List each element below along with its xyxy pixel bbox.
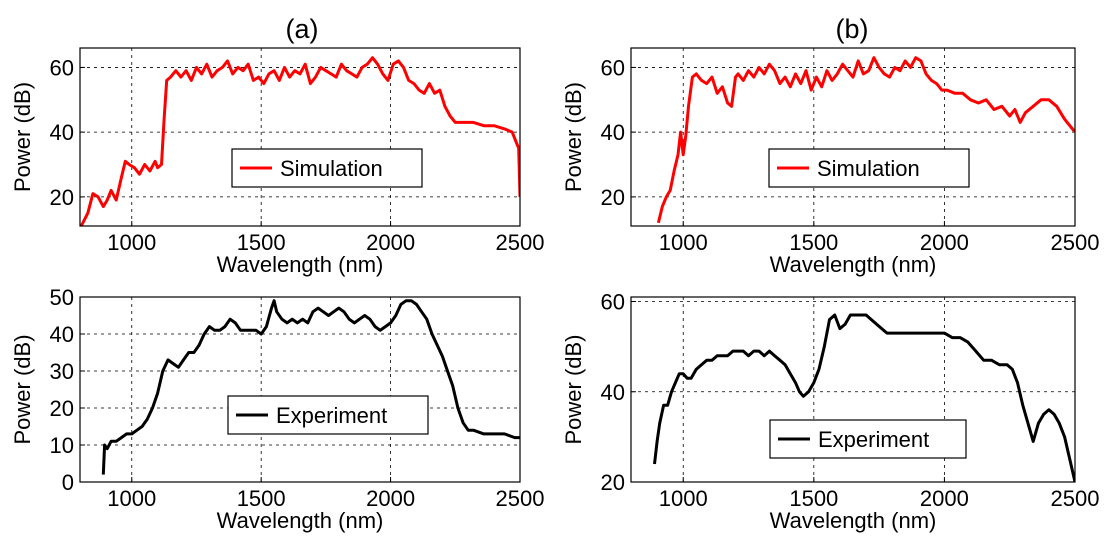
x-tick-label: 2000 bbox=[920, 230, 969, 255]
x-tick-label: 2500 bbox=[1051, 486, 1100, 511]
panel-b-title: (b) bbox=[836, 14, 869, 44]
panel-a-title: (a) bbox=[286, 14, 319, 44]
series-line-simulation bbox=[656, 56, 1075, 224]
plot-frame bbox=[79, 296, 521, 483]
x-tick-label: 2000 bbox=[920, 486, 969, 511]
x-tick-label: 1000 bbox=[107, 486, 156, 511]
legend-label: Simulation bbox=[817, 156, 920, 181]
x-tick-label: 2500 bbox=[496, 486, 545, 511]
legend: Simulation bbox=[231, 148, 423, 188]
y-tick-label: 40 bbox=[50, 322, 74, 347]
legend-box bbox=[769, 419, 967, 459]
x-tick-label: 2500 bbox=[496, 230, 545, 255]
x-tick-label: 1500 bbox=[237, 230, 286, 255]
y-tick-label: 20 bbox=[601, 185, 625, 210]
plot-frame bbox=[630, 296, 1076, 483]
legend-label: Experiment bbox=[276, 403, 387, 428]
y-tick-label: 20 bbox=[50, 396, 74, 421]
legend: Experiment bbox=[769, 419, 967, 459]
legend-label: Simulation bbox=[280, 156, 383, 181]
y-axis-label: Power (dB) bbox=[561, 334, 586, 444]
panel-4: 1000 1500 2000 2500 20 40 60 Wavelength (nm) Pow… bbox=[561, 290, 1099, 533]
y-tick-label: 0 bbox=[62, 470, 74, 495]
y-tick-label: 10 bbox=[50, 433, 74, 458]
panel-1: 1000 1500 2000 2500 20 40 60 Wavelength (nm) Pow… bbox=[10, 47, 545, 277]
y-tick-label: 40 bbox=[601, 380, 625, 405]
x-axis-label: Wavelength (nm) bbox=[217, 252, 384, 277]
y-tick-label: 40 bbox=[50, 120, 74, 145]
x-axis-label: Wavelength (nm) bbox=[770, 508, 937, 533]
y-tick-label: 40 bbox=[601, 120, 625, 145]
x-axis-label: Wavelength (nm) bbox=[770, 252, 937, 277]
x-axis-label: Wavelength (nm) bbox=[217, 508, 384, 533]
y-tick-label: 50 bbox=[50, 285, 74, 310]
x-tick-label: 1500 bbox=[789, 486, 838, 511]
legend: Simulation bbox=[768, 148, 970, 188]
x-tick-label: 1000 bbox=[659, 230, 708, 255]
y-tick-label: 30 bbox=[50, 359, 74, 384]
y-tick-label: 60 bbox=[601, 290, 625, 315]
legend-label: Experiment bbox=[818, 427, 929, 452]
y-axis-label: Power (dB) bbox=[561, 82, 586, 192]
series-line-experiment bbox=[101, 299, 520, 475]
plot-frame bbox=[630, 47, 1076, 227]
x-tick-label: 1000 bbox=[107, 230, 156, 255]
x-tick-label: 1000 bbox=[659, 486, 708, 511]
panel-3: 1000 1500 2000 2500 0 10 20 30 40 50 Wavelength (n… bbox=[10, 285, 544, 533]
y-axis-label: Power (dB) bbox=[10, 82, 35, 192]
x-tick-label: 1500 bbox=[789, 230, 838, 255]
x-tick-label: 2000 bbox=[366, 230, 415, 255]
x-tick-label: 2000 bbox=[366, 486, 415, 511]
y-tick-label: 60 bbox=[601, 55, 625, 80]
y-tick-label: 60 bbox=[50, 55, 74, 80]
series-line-experiment bbox=[653, 313, 1075, 482]
x-tick-label: 2500 bbox=[1051, 230, 1100, 255]
y-tick-label: 20 bbox=[50, 185, 74, 210]
x-tick-label: 1500 bbox=[237, 486, 286, 511]
panel-2: 1000 1500 2000 2500 20 40 60 Wavelength (nm) Pow… bbox=[561, 47, 1100, 277]
plot-frame bbox=[79, 47, 521, 227]
series-line-simulation bbox=[80, 56, 520, 226]
y-tick-label: 20 bbox=[601, 470, 625, 495]
y-axis-label: Power (dB) bbox=[10, 334, 35, 444]
legend: Experiment bbox=[227, 395, 429, 435]
